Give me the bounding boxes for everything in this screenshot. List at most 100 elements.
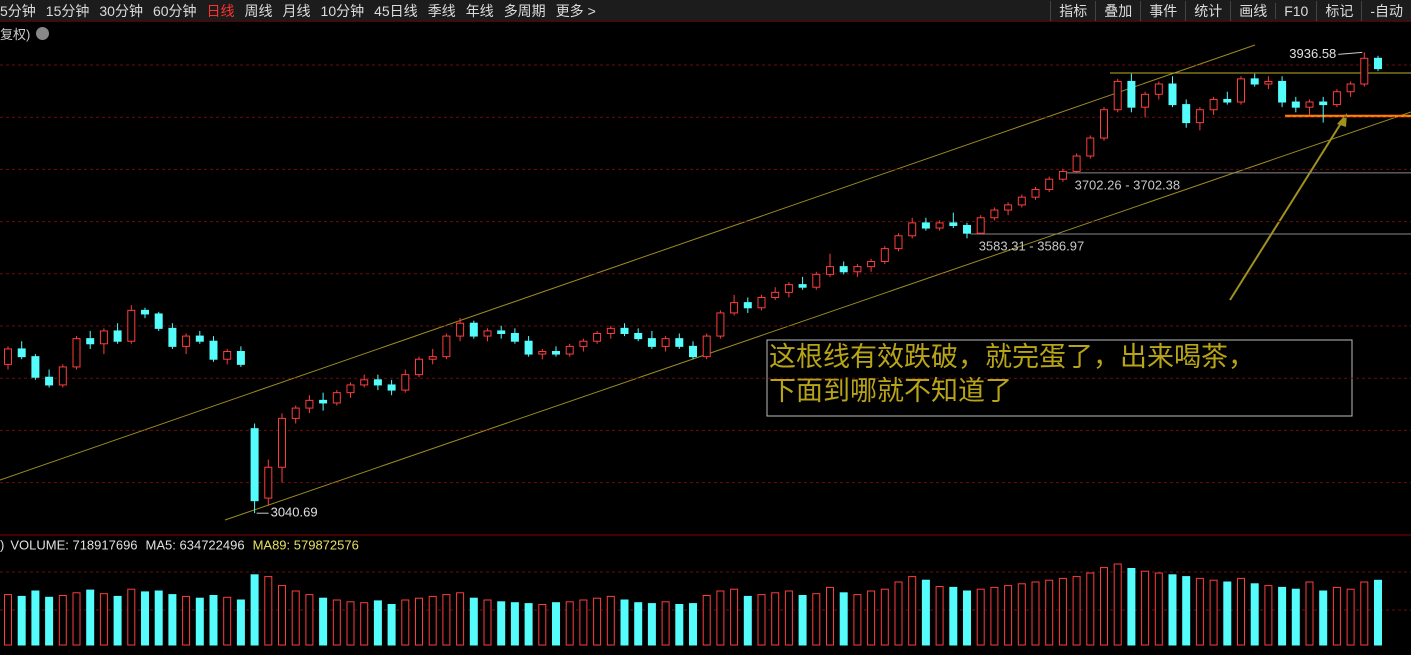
volume-bar bbox=[894, 581, 903, 646]
candle-body bbox=[1141, 93, 1150, 108]
period-tab[interactable]: 日线 bbox=[206, 2, 235, 19]
volume-bar bbox=[1332, 586, 1341, 646]
candle-body bbox=[291, 407, 300, 419]
candle-body bbox=[1264, 80, 1273, 85]
candle-body bbox=[976, 217, 985, 234]
volume-bar bbox=[428, 595, 437, 646]
candle-body bbox=[1278, 80, 1287, 103]
volume-bar bbox=[1168, 574, 1177, 646]
period-tab[interactable]: 30分钟 bbox=[99, 2, 143, 19]
candle-body bbox=[1004, 204, 1013, 211]
candle-body bbox=[428, 356, 437, 360]
tool-button[interactable]: 画线 bbox=[1230, 0, 1275, 21]
period-tab[interactable]: 月线 bbox=[282, 2, 311, 19]
period-tab[interactable]: 年线 bbox=[465, 2, 494, 19]
candle-body bbox=[990, 209, 999, 219]
volume-bar bbox=[1141, 570, 1150, 646]
period-tab[interactable]: 更多 > bbox=[555, 2, 596, 19]
candle-body bbox=[1291, 101, 1300, 108]
tool-button[interactable]: -自动 bbox=[1361, 0, 1411, 21]
channel-upper bbox=[0, 44, 1256, 481]
candle-body bbox=[209, 340, 218, 360]
volume-bar bbox=[552, 602, 560, 646]
arrow-shaft bbox=[1229, 119, 1344, 301]
volume-bar bbox=[278, 585, 286, 646]
candle-body bbox=[1237, 78, 1245, 103]
tool-button[interactable]: 事件 bbox=[1140, 0, 1185, 21]
candle-body bbox=[195, 335, 204, 342]
candle-body bbox=[963, 224, 971, 234]
tool-button[interactable]: 统计 bbox=[1185, 0, 1230, 21]
candle-body bbox=[1031, 188, 1040, 198]
volume-bar bbox=[976, 588, 985, 646]
volume-bar bbox=[1250, 583, 1259, 646]
volume-bar bbox=[1305, 581, 1314, 646]
period-tab[interactable]: 60分钟 bbox=[152, 2, 197, 19]
candle-body bbox=[743, 302, 752, 309]
candle-body bbox=[867, 260, 876, 268]
candle-body bbox=[373, 379, 382, 386]
dropdown-icon[interactable] bbox=[36, 27, 50, 40]
candle-body bbox=[826, 266, 834, 275]
period-tabs: 5分钟 15分钟 30分钟 60分钟 日线 周线 月线 10分钟 45日线 季线 年线 多周期 更多 > bbox=[0, 0, 606, 21]
tool-button[interactable]: F10 bbox=[1275, 2, 1316, 19]
candle-body bbox=[1195, 109, 1204, 124]
candle-body bbox=[675, 338, 684, 347]
candle-body bbox=[1072, 155, 1081, 172]
volume-bar bbox=[771, 592, 780, 646]
candle-body bbox=[661, 338, 670, 347]
period-tab[interactable]: 周线 bbox=[244, 2, 273, 19]
candle-body bbox=[250, 428, 259, 502]
volume-bar bbox=[209, 595, 218, 646]
volume-bar bbox=[812, 593, 821, 646]
candle-body bbox=[497, 330, 506, 334]
volume-bar bbox=[798, 595, 807, 646]
volume-bar bbox=[1346, 588, 1355, 646]
volume-bar bbox=[72, 592, 81, 646]
volume-bar bbox=[401, 599, 410, 646]
volume-bar bbox=[442, 594, 451, 646]
candle-body bbox=[552, 351, 560, 355]
volume-bar bbox=[154, 590, 163, 646]
tool-button[interactable]: 指标 bbox=[1050, 0, 1095, 21]
arrow-head bbox=[1337, 113, 1347, 127]
candle-body bbox=[442, 335, 451, 358]
volume-bar bbox=[510, 602, 519, 646]
tool-button[interactable]: 标记 bbox=[1316, 0, 1361, 21]
volume-bar bbox=[1072, 576, 1081, 646]
candle-body bbox=[387, 384, 396, 391]
volume-bar bbox=[949, 586, 958, 646]
candle-body bbox=[305, 399, 314, 409]
candle-body bbox=[702, 335, 711, 358]
volume-bar bbox=[264, 576, 273, 646]
period-tab[interactable]: 多周期 bbox=[503, 2, 546, 19]
candle-body bbox=[319, 399, 328, 404]
annotation-text: 这根线有效跌破，就完蛋了，出来喝茶， bbox=[769, 342, 1255, 372]
candle-body bbox=[689, 345, 697, 358]
candle-body bbox=[415, 358, 423, 376]
candle-body bbox=[839, 266, 848, 273]
candle-body bbox=[223, 351, 232, 360]
candle-body bbox=[949, 222, 958, 226]
candle-body bbox=[620, 327, 629, 334]
period-tab[interactable]: 季线 bbox=[427, 2, 456, 19]
volume-bar bbox=[1278, 586, 1287, 646]
volume-bar bbox=[593, 597, 602, 646]
volume-bar bbox=[675, 604, 684, 646]
candle-body bbox=[716, 312, 725, 337]
period-tab[interactable]: 5分钟 bbox=[0, 2, 36, 19]
candle-body bbox=[45, 376, 54, 386]
volume-bar bbox=[538, 604, 547, 646]
candle-body bbox=[99, 330, 108, 345]
price-level-label: 3583.31 - 3586.97 bbox=[979, 238, 1085, 253]
period-tab[interactable]: 15分钟 bbox=[45, 2, 90, 19]
volume-bar bbox=[387, 604, 396, 646]
volume-bar bbox=[1127, 568, 1136, 646]
candle-body bbox=[510, 332, 519, 342]
volume-bar bbox=[236, 599, 245, 646]
candle-body bbox=[812, 273, 821, 288]
tool-button[interactable]: 叠加 bbox=[1095, 0, 1140, 21]
period-tab[interactable]: 45日线 bbox=[374, 2, 418, 19]
period-tab[interactable]: 10分钟 bbox=[320, 2, 365, 19]
volume-bar bbox=[1113, 563, 1122, 646]
